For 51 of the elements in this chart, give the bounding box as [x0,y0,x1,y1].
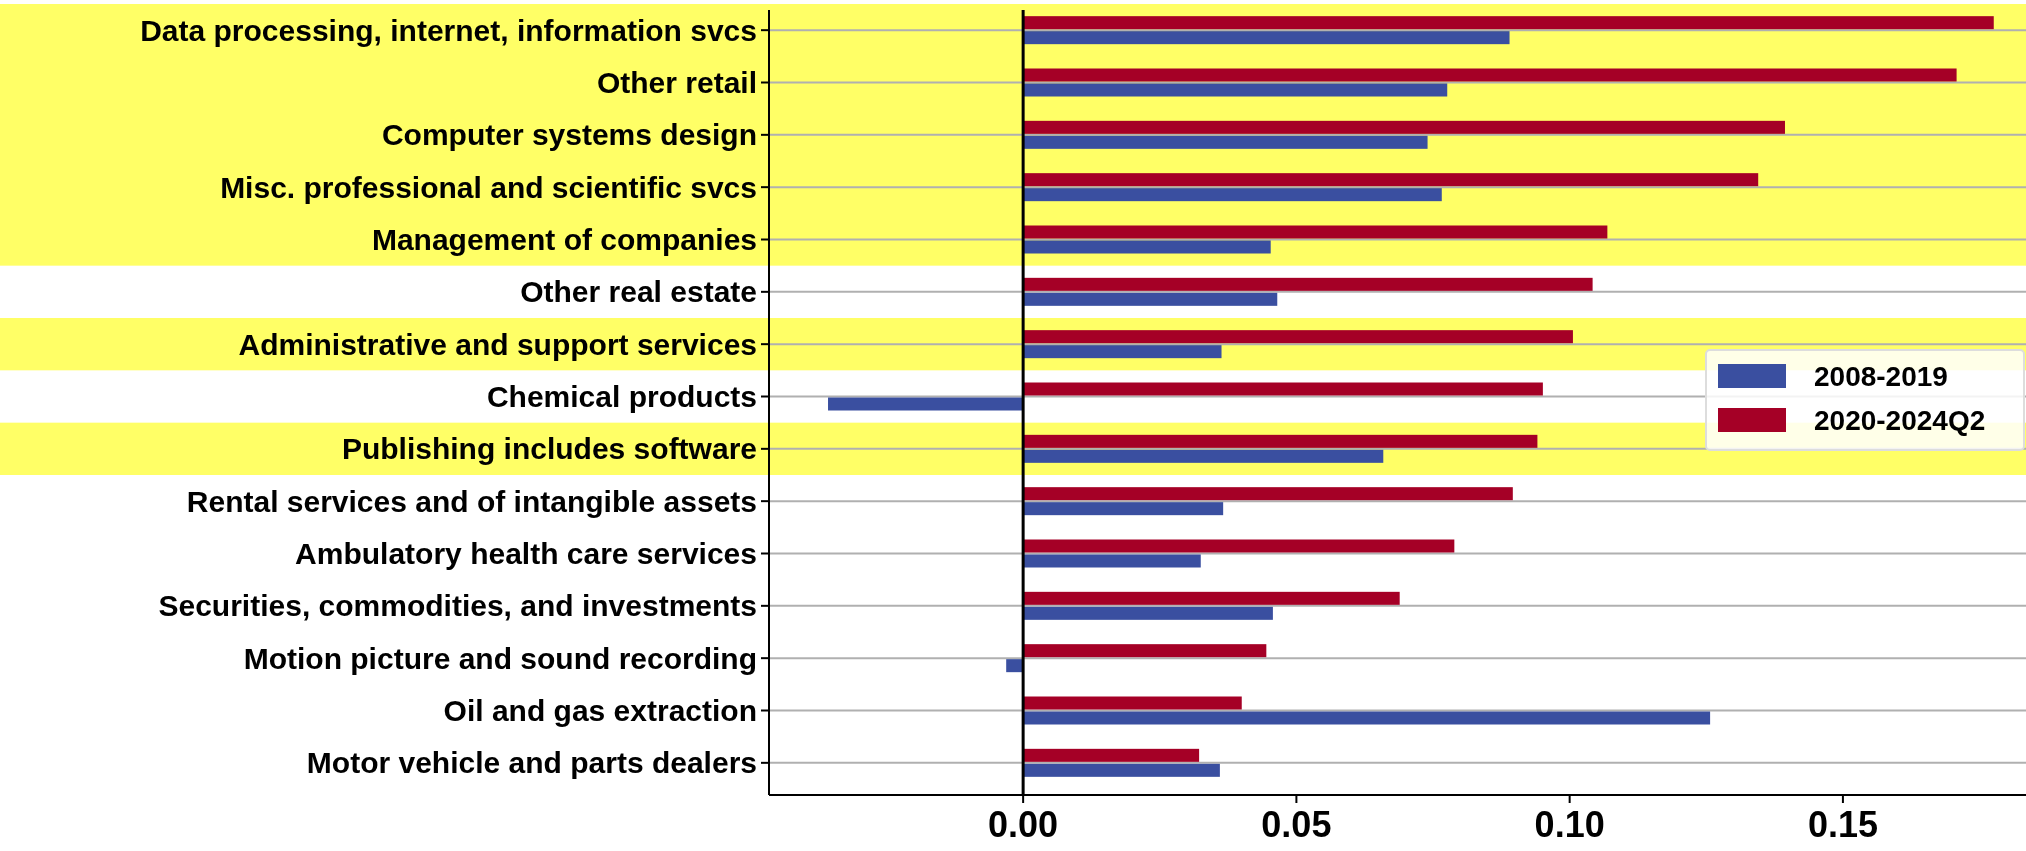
bar [1023,711,1711,725]
x-tick-label: 0.15 [1807,804,1878,845]
bar [1023,539,1455,553]
y-tick-label: Motion picture and sound recording [243,641,757,675]
bar [1006,659,1024,673]
y-tick-label: Data processing, internet, information svcs [140,13,757,47]
x-tick-label: 0.05 [1261,804,1332,845]
bar [1023,173,1759,187]
y-tick-label: Securities, commodities, and investments [158,589,757,623]
bar [1023,292,1278,306]
y-tick-label: Other real estate [520,275,757,309]
bar [1023,644,1267,658]
y-tick-label: Publishing includes software [341,432,757,466]
bar [1023,135,1428,149]
bar [1023,763,1220,777]
bar [1023,606,1273,620]
y-tick-label: Motor vehicle and parts dealers [306,746,757,780]
bar [1023,225,1608,239]
y-tick-label: Misc. professional and scientific svcs [220,170,757,204]
bar [1023,345,1222,359]
bar [1023,554,1201,568]
bar [1023,240,1271,254]
legend-label: 2020-2024Q2 [1814,404,1986,436]
y-tick-label: Computer systems design [381,118,757,152]
y-tick-label: Management of companies [371,223,757,256]
legend-label: 2008-2019 [1814,360,1948,392]
bar [1023,382,1543,396]
y-tick-label: Rental services and of intangible assets [186,484,757,518]
bar [1023,748,1200,762]
bar [1023,68,1957,82]
bar [1023,487,1513,501]
bar [828,397,1024,411]
y-tick-label: Oil and gas extraction [443,694,757,727]
bar [1023,120,1785,134]
bar [1023,277,1593,291]
y-tick-label: Ambulatory health care services [295,537,757,570]
bar [1023,696,1242,710]
bar [1023,83,1448,97]
bar [1023,31,1510,45]
x-tick-label: 0.10 [1534,804,1605,845]
bar [1023,502,1224,516]
bar [1023,330,1573,344]
y-tick-label: Chemical products [486,380,757,413]
bar [1023,434,1538,448]
y-tick-label: Administrative and support services [238,327,757,361]
bar [1023,188,1442,202]
bar [1023,16,1994,30]
bar [1023,591,1400,605]
bar [1023,449,1384,463]
x-tick-label: 0.00 [988,804,1059,845]
y-tick-label: Other retail [596,66,757,99]
